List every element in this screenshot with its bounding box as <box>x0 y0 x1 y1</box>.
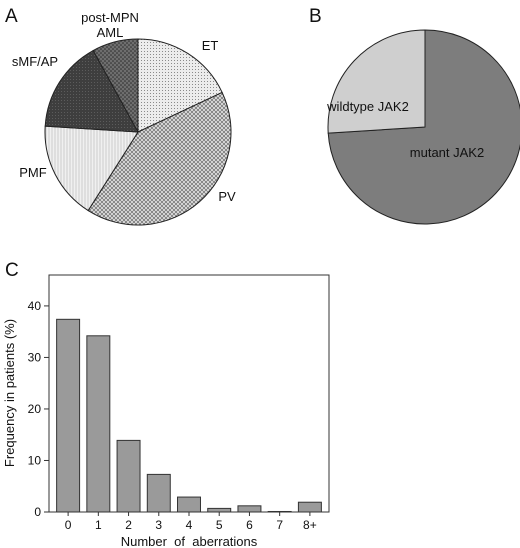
pie-chart-jak2: mutant JAK2 wildtype JAK2 <box>326 29 520 225</box>
pie-label-wildtype-jak2: wildtype JAK2 <box>326 99 409 114</box>
bar-chart-aberrations: 0 10 20 30 40 0 1 2 3 4 5 6 7 8+ Frequency in patien… <box>2 274 330 548</box>
bar-1 <box>86 335 111 513</box>
pie-label-et: ET <box>202 38 219 53</box>
y-tick-label: 20 <box>28 402 42 416</box>
pie-slice-pmf <box>44 125 139 212</box>
pie-label-mutant-jak2: mutant JAK2 <box>410 145 484 160</box>
bar-6 <box>237 505 262 513</box>
bar-4 <box>177 496 201 513</box>
x-tick-label: 0 <box>65 518 72 532</box>
bar-0 <box>56 318 81 513</box>
pie-slice-mutant-jak2 <box>327 29 520 225</box>
bar-5 <box>207 507 232 513</box>
x-tick-label: 2 <box>125 518 132 532</box>
x-tick-label: 4 <box>186 518 193 532</box>
x-tick-label: 6 <box>246 518 253 532</box>
bars <box>56 318 322 513</box>
bar-7 <box>267 510 292 513</box>
panel-label-c: C <box>5 260 19 281</box>
panel-label-b: B <box>309 6 322 27</box>
y-tick-label: 10 <box>28 453 42 467</box>
pie-slice-wildtype-jak2 <box>327 29 426 134</box>
x-tick-label: 7 <box>276 518 283 532</box>
pie-chart-diagnosis: ET PV PMF sMF/AP post-MPN AML <box>12 10 236 226</box>
x-axis-title: Number of aberrations <box>121 534 258 548</box>
y-axis-title: Frequency in patients (%) <box>2 319 17 467</box>
y-tick-label: 40 <box>28 299 42 313</box>
y-tick-label: 30 <box>28 350 42 364</box>
bar-3 <box>146 473 171 513</box>
y-axis: 0 10 20 30 40 <box>28 299 49 519</box>
bar-2 <box>116 439 141 513</box>
pie-label-pv: PV <box>218 189 236 204</box>
y-tick-label: 0 <box>34 505 41 519</box>
x-tick-label: 3 <box>155 518 162 532</box>
x-tick-label: 5 <box>216 518 223 532</box>
pie-slice-et <box>137 38 223 133</box>
pie-label-post-mpn-aml: post-MPN AML <box>81 10 139 40</box>
x-tick-label: 1 <box>95 518 102 532</box>
pie-label-pmf: PMF <box>19 165 47 180</box>
x-tick-label: 8+ <box>303 518 317 532</box>
bar-8 <box>297 501 322 513</box>
x-axis: 0 1 2 3 4 5 6 7 8+ <box>65 512 317 532</box>
pie-label-smf-ap: sMF/AP <box>12 54 58 69</box>
pie-slice-pv <box>87 91 232 226</box>
pie-slice-post-mpn-aml <box>92 38 139 133</box>
pie-slice-smf-ap <box>44 49 139 133</box>
panel-label-a: A <box>5 6 18 27</box>
